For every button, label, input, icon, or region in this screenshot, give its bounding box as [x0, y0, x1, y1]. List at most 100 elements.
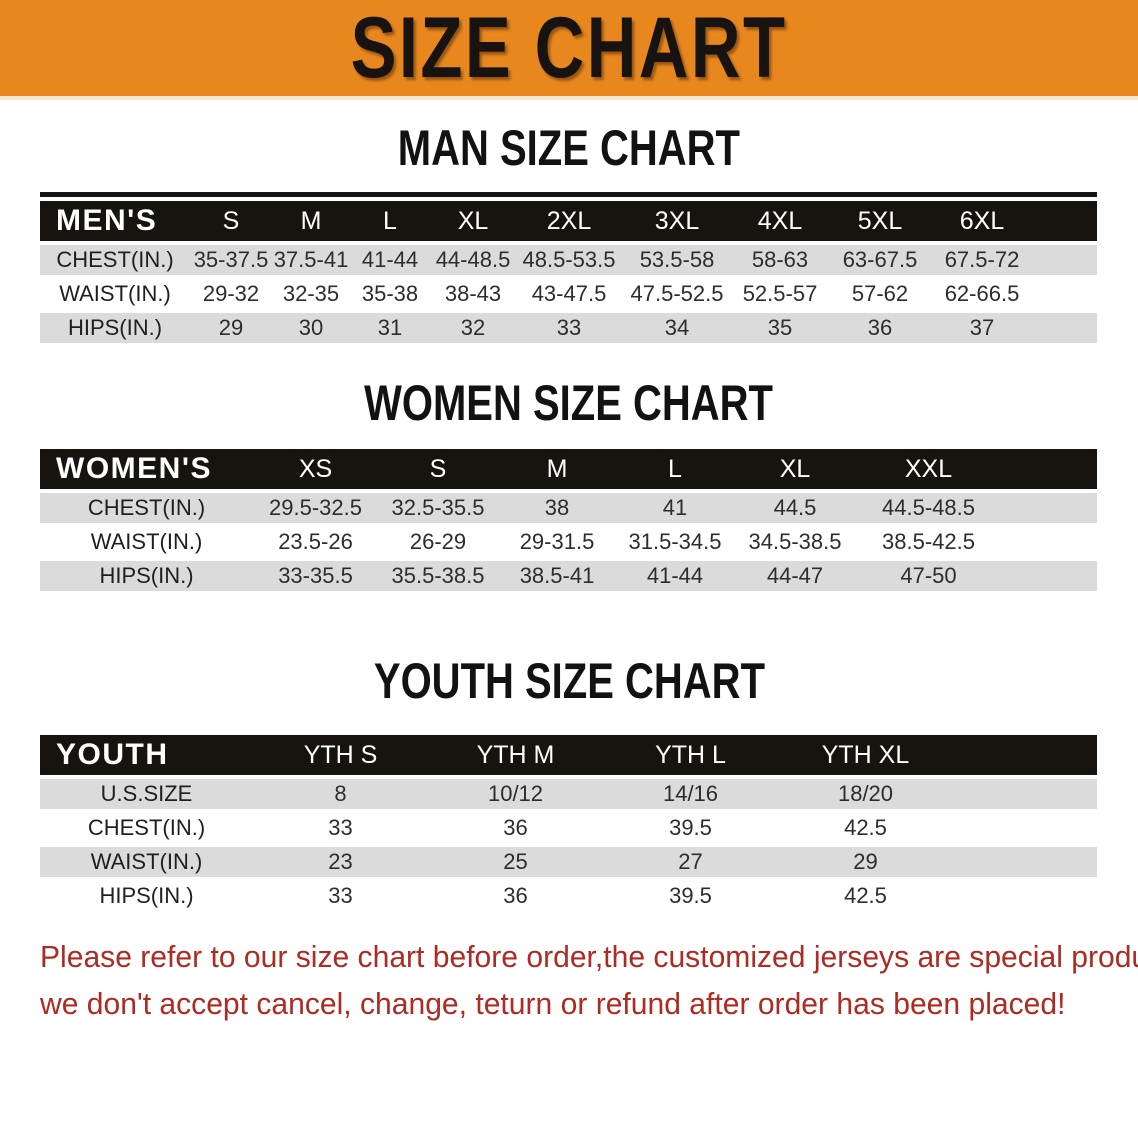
- table-cell: 29: [190, 313, 272, 343]
- table-cell: 42.5: [778, 881, 953, 911]
- section-heading-men: MAN SIZE CHART: [397, 120, 741, 176]
- table-cell: 32: [430, 313, 516, 343]
- column-header: 3XL: [622, 201, 732, 241]
- table-cell: 14/16: [603, 779, 778, 809]
- column-header: M: [272, 201, 350, 241]
- cell-spacer: [1001, 527, 1097, 557]
- cell-spacer: [953, 813, 1097, 843]
- column-header: L: [616, 449, 734, 489]
- table-cell: 38.5-41: [498, 561, 616, 591]
- table-cell: 44-48.5: [430, 245, 516, 275]
- row-label: WAIST(IN.): [40, 279, 190, 309]
- table-header-row: MEN'S S M L XL 2XL 3XL 4XL 5XL 6XL: [40, 201, 1097, 241]
- table-cell: 39.5: [603, 881, 778, 911]
- column-header: S: [378, 449, 498, 489]
- table-row: HIPS(IN.) 33-35.5 35.5-38.5 38.5-41 41-44 44-…: [40, 561, 1097, 591]
- table-cell: 10/12: [428, 779, 603, 809]
- table-cell: 44.5-48.5: [856, 493, 1001, 523]
- table-cell: 30: [272, 313, 350, 343]
- row-label: HIPS(IN.): [40, 561, 253, 591]
- table-row: CHEST(IN.) 33 36 39.5 42.5: [40, 813, 1097, 843]
- header-spacer: [1001, 449, 1097, 489]
- table-cell: 43-47.5: [516, 279, 622, 309]
- table-cell: 35: [732, 313, 828, 343]
- table-cell: 37: [932, 313, 1032, 343]
- table-row: WAIST(IN.) 23.5-26 26-29 29-31.5 31.5-34.5 34…: [40, 527, 1097, 557]
- column-header: XS: [253, 449, 378, 489]
- table-cell: 29: [778, 847, 953, 877]
- table-cell: 8: [253, 779, 428, 809]
- table-cell: 57-62: [828, 279, 932, 309]
- table-cell: 29-31.5: [498, 527, 616, 557]
- column-header: 2XL: [516, 201, 622, 241]
- table-cell: 41-44: [350, 245, 430, 275]
- cell-spacer: [953, 847, 1097, 877]
- column-header: 4XL: [732, 201, 828, 241]
- footer-note: Please refer to our size chart before or…: [40, 933, 1138, 1027]
- column-header: M: [498, 449, 616, 489]
- row-label: HIPS(IN.): [40, 313, 190, 343]
- table-cell: 52.5-57: [732, 279, 828, 309]
- table-cell: 29.5-32.5: [253, 493, 378, 523]
- page-title: SIZE CHART: [350, 0, 788, 96]
- table-row: HIPS(IN.) 29 30 31 32 33 34 35 36 37: [40, 313, 1097, 343]
- column-header: 6XL: [932, 201, 1032, 241]
- table-cell: 67.5-72: [932, 245, 1032, 275]
- table-cell: 62-66.5: [932, 279, 1032, 309]
- table-cell: 34: [622, 313, 732, 343]
- table-cell: 26-29: [378, 527, 498, 557]
- table-cell: 35-38: [350, 279, 430, 309]
- table-cell: 35-37.5: [190, 245, 272, 275]
- table-cell: 31: [350, 313, 430, 343]
- column-header: YTH M: [428, 735, 603, 775]
- table-row: WAIST(IN.) 29-32 32-35 35-38 38-43 43-47.5 47.…: [40, 279, 1097, 309]
- column-header: XL: [430, 201, 516, 241]
- table-row: U.S.SIZE 8 10/12 14/16 18/20: [40, 779, 1097, 809]
- table-row: CHEST(IN.) 35-37.5 37.5-41 41-44 44-48.5 48.5…: [40, 245, 1097, 275]
- column-header: XXL: [856, 449, 1001, 489]
- row-label: CHEST(IN.): [40, 493, 253, 523]
- table-cell: 42.5: [778, 813, 953, 843]
- table-cell: 38.5-42.5: [856, 527, 1001, 557]
- table-cell: 58-63: [732, 245, 828, 275]
- cell-spacer: [953, 881, 1097, 911]
- table-cell: 35.5-38.5: [378, 561, 498, 591]
- table-cell: 33-35.5: [253, 561, 378, 591]
- column-header: 5XL: [828, 201, 932, 241]
- table-header-row: WOMEN'S XS S M L XL XXL: [40, 449, 1097, 489]
- table-cell: 23.5-26: [253, 527, 378, 557]
- table-cell: 27: [603, 847, 778, 877]
- table-cell: 41-44: [616, 561, 734, 591]
- cell-spacer: [1032, 245, 1097, 275]
- table-cell: 47-50: [856, 561, 1001, 591]
- table-cell: 36: [828, 313, 932, 343]
- table-cell: 44-47: [734, 561, 856, 591]
- cell-spacer: [1001, 493, 1097, 523]
- table-cell: 36: [428, 813, 603, 843]
- header-spacer: [953, 735, 1097, 775]
- table-cell: 33: [253, 881, 428, 911]
- table-cell: 47.5-52.5: [622, 279, 732, 309]
- table-cell: 48.5-53.5: [516, 245, 622, 275]
- table-cell: 25: [428, 847, 603, 877]
- table-cell: 33: [253, 813, 428, 843]
- table-title: MEN'S: [40, 201, 190, 241]
- footer-note-line2: we don't accept cancel, change, teturn o…: [40, 986, 1066, 1021]
- women-size-table: WOMEN'S XS S M L XL XXL CHEST(IN.) 29.5-32.5 32.5…: [40, 445, 1097, 595]
- cell-spacer: [953, 779, 1097, 809]
- section-heading-youth: YOUTH SIZE CHART: [373, 653, 765, 709]
- column-header: YTH L: [603, 735, 778, 775]
- table-header-row: YOUTH YTH S YTH M YTH L YTH XL: [40, 735, 1097, 775]
- table-title: WOMEN'S: [40, 449, 253, 489]
- row-label: CHEST(IN.): [40, 245, 190, 275]
- table-cell: 37.5-41: [272, 245, 350, 275]
- footer-note-line1: Please refer to our size chart before or…: [40, 939, 1138, 974]
- table-cell: 41: [616, 493, 734, 523]
- table-row: HIPS(IN.) 33 36 39.5 42.5: [40, 881, 1097, 911]
- table-cell: 39.5: [603, 813, 778, 843]
- banner: SIZE CHART: [0, 0, 1138, 100]
- table-cell: 53.5-58: [622, 245, 732, 275]
- table-cell: 44.5: [734, 493, 856, 523]
- men-size-table: MEN'S S M L XL 2XL 3XL 4XL 5XL 6XL CHEST(IN.) 35-37…: [40, 192, 1097, 347]
- column-header: L: [350, 201, 430, 241]
